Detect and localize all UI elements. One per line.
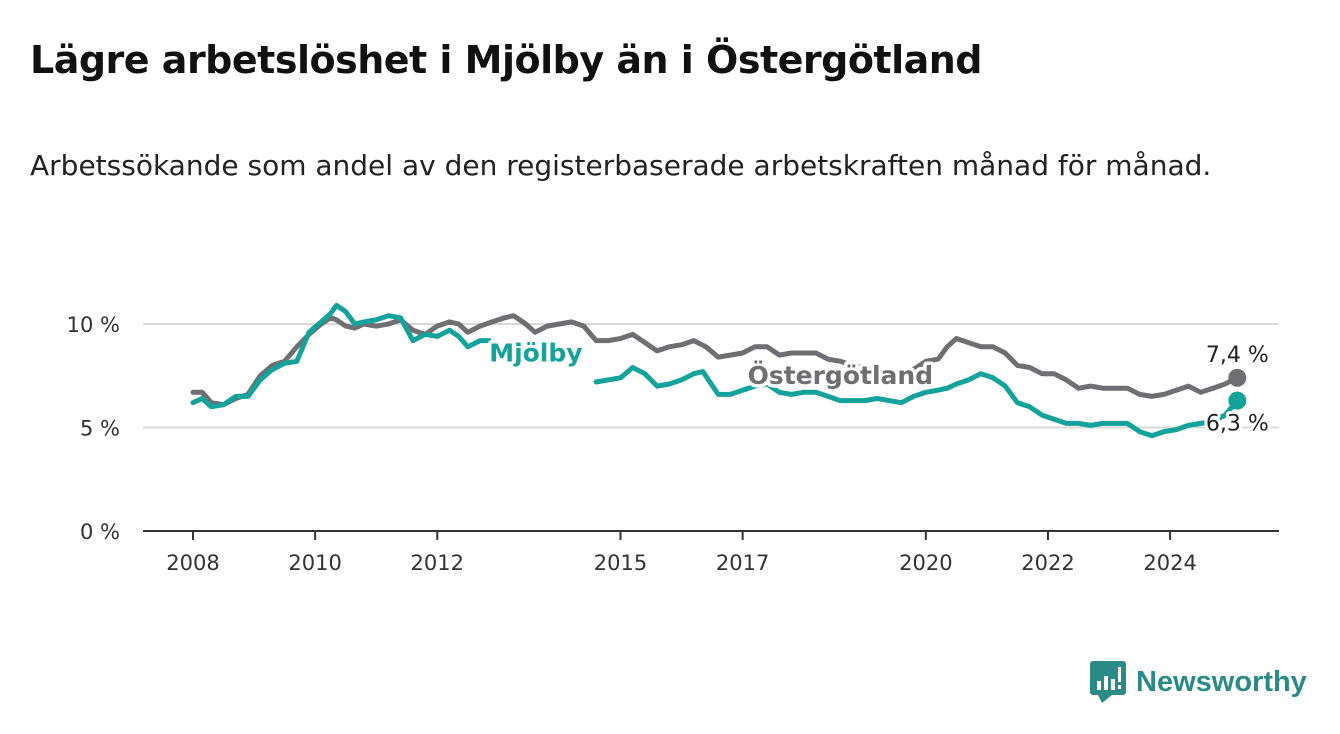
end-value-label-mjolby: 6,3 % bbox=[1206, 412, 1269, 437]
brand-name: Newsworthy bbox=[1136, 665, 1307, 698]
end-point-ostergotland bbox=[1228, 368, 1247, 387]
y-tick-label: 5 % bbox=[80, 417, 120, 441]
x-tick-label: 2010 bbox=[288, 551, 341, 575]
x-tick-label: 2020 bbox=[899, 551, 952, 575]
end-value-label-ostergotland: 7,4 % bbox=[1206, 343, 1269, 368]
x-tick-label: 2008 bbox=[166, 551, 219, 575]
series-line-mjolby bbox=[593, 365, 1240, 439]
y-tick-label: 0 % bbox=[80, 520, 120, 544]
y-tick-label: 10 % bbox=[67, 313, 120, 337]
x-tick-label: 2017 bbox=[716, 551, 769, 575]
series-line-ostergotland bbox=[190, 313, 1240, 408]
axes: 0 % 5 % 10 % 2008 2010 2012 2015 2017 2020 2022 20… bbox=[67, 313, 1279, 575]
x-tick-label: 2024 bbox=[1143, 551, 1196, 575]
x-tick-label: 2022 bbox=[1021, 551, 1074, 575]
series-line-mjolby bbox=[190, 302, 492, 410]
chart-title: Lägre arbetslöshet i Mjölby än i Östergö… bbox=[30, 38, 983, 82]
series-label-mjolby: Mjölby bbox=[489, 338, 582, 367]
newsworthy-logo-icon bbox=[1090, 661, 1126, 703]
end-point-mjolby bbox=[1228, 391, 1247, 410]
x-tick-label: 2012 bbox=[411, 551, 464, 575]
x-tick-label: 2015 bbox=[594, 551, 647, 575]
newsworthy-logo[interactable]: Newsworthy bbox=[1090, 660, 1307, 704]
grid-lines bbox=[143, 323, 1279, 429]
series-lines bbox=[190, 302, 1247, 439]
chart-subtitle: Arbetssökande som andel av den registerb… bbox=[30, 149, 1212, 182]
series-labels: Östergötland 7,4 % Mjölby 6,3 % bbox=[486, 335, 1272, 440]
series-label-ostergotland: Östergötland bbox=[748, 360, 934, 390]
